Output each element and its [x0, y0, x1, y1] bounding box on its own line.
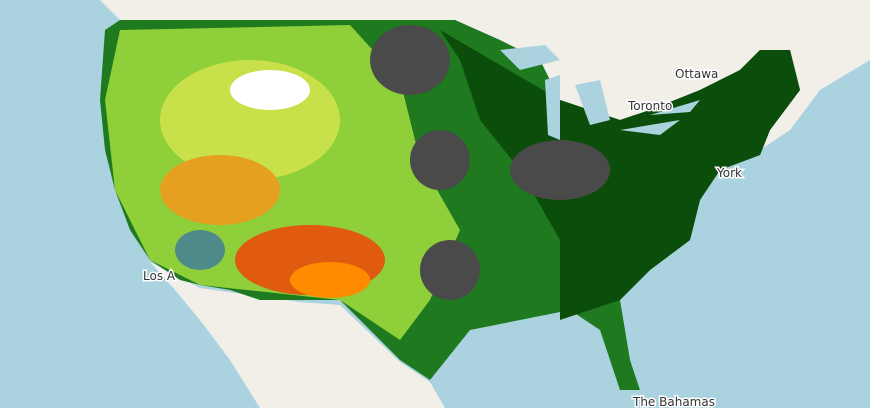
- dry-patch: [290, 262, 370, 298]
- nodata-patch: [230, 70, 310, 110]
- gray-patch: [510, 140, 610, 200]
- east-region: [440, 30, 800, 320]
- gray-patch: [370, 25, 450, 95]
- gray-patch: [410, 130, 470, 190]
- city-label: York: [716, 166, 742, 180]
- gray-patch: [420, 240, 480, 300]
- city-label: Los A: [143, 269, 176, 283]
- country-label: The Bahamas: [632, 395, 715, 408]
- dry-patch: [160, 155, 280, 225]
- city-label: Ottawa: [675, 67, 718, 81]
- desert-patch: [175, 230, 225, 270]
- mexico: [150, 262, 445, 408]
- great-lakes: [500, 45, 700, 140]
- city-label: Toronto: [627, 99, 672, 113]
